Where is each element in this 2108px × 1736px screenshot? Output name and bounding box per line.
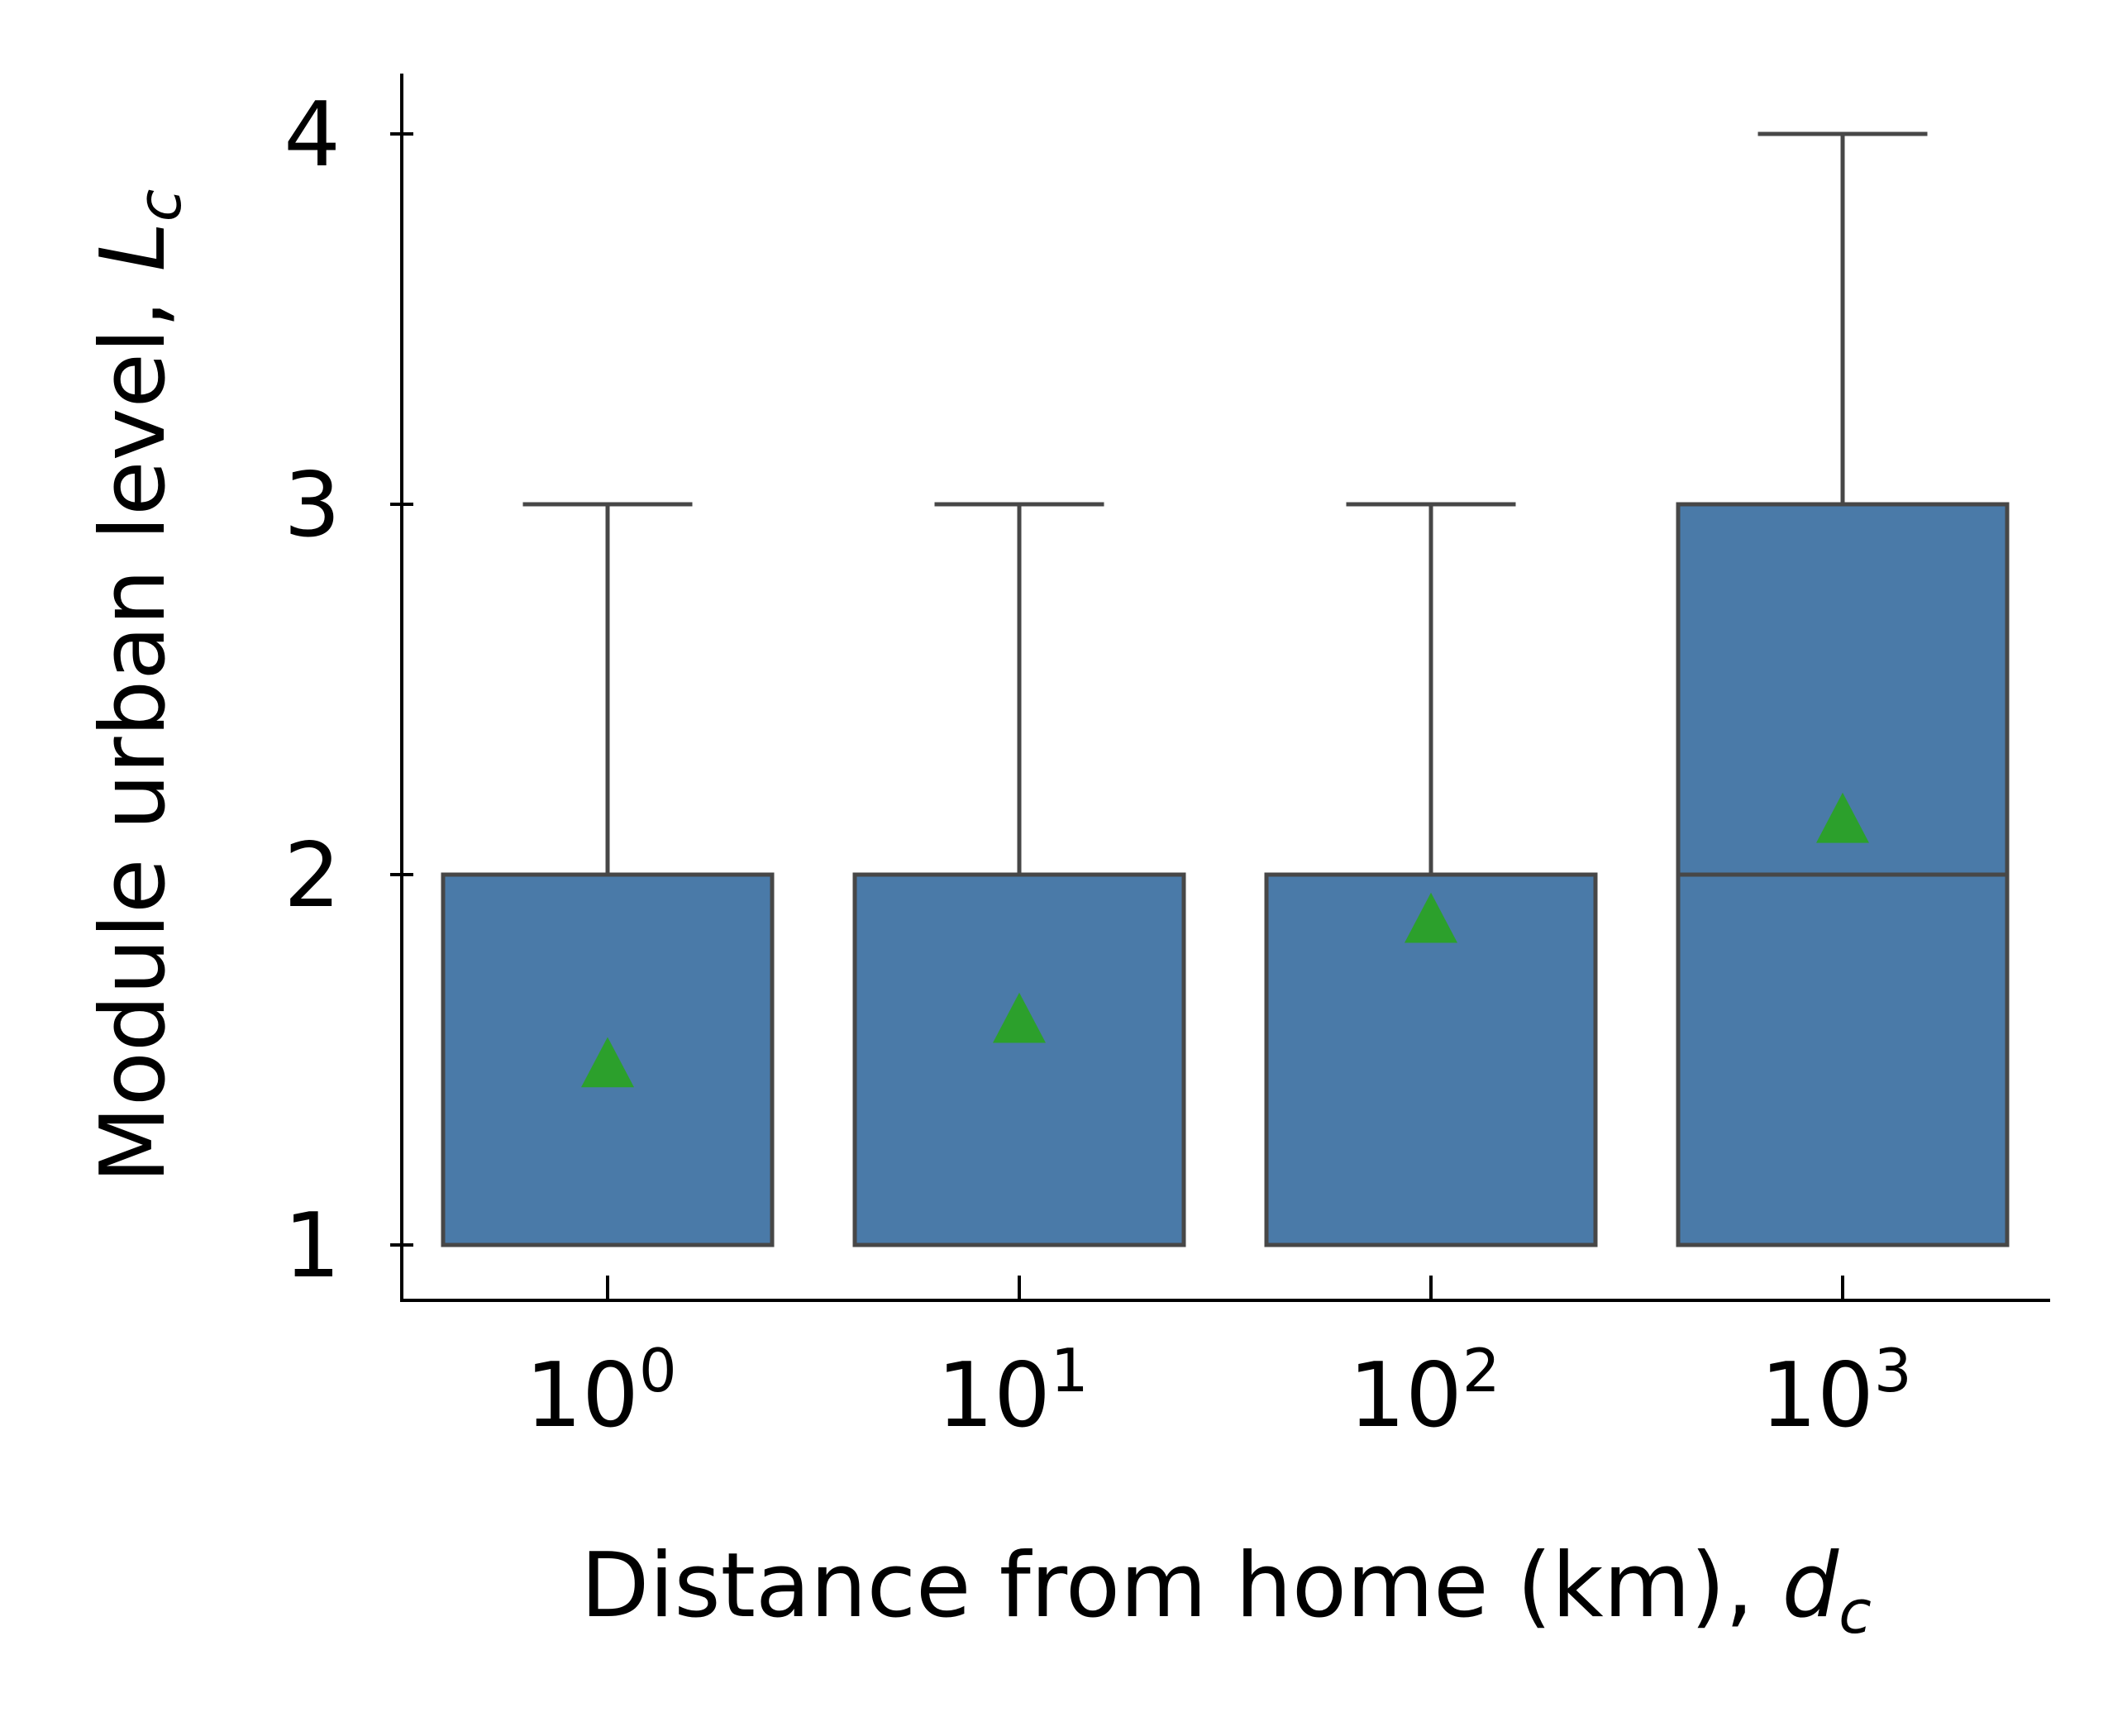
y-tick-label-0: 1 bbox=[284, 1195, 341, 1298]
x-tick-label-3: 103 bbox=[1760, 1336, 1911, 1447]
y-ticks: 1 2 3 4 bbox=[284, 83, 413, 1298]
box-group-2 bbox=[1264, 502, 1598, 1247]
axes-layer bbox=[400, 74, 2050, 1302]
box-group-3 bbox=[1676, 131, 2010, 1247]
y-axis-label: Module urban level, Lc bbox=[82, 189, 194, 1184]
box-group-1 bbox=[852, 502, 1186, 1247]
x-tick-label-2: 102 bbox=[1348, 1336, 1500, 1447]
mean-marker-3 bbox=[1816, 792, 1869, 843]
mean-marker-0 bbox=[581, 1037, 634, 1088]
x-axis-label: Distance from home (km), dc bbox=[580, 1534, 1872, 1647]
y-tick-label-1: 2 bbox=[284, 824, 341, 928]
mean-marker-2 bbox=[1405, 892, 1457, 943]
boxes-layer bbox=[441, 131, 2010, 1247]
x-tick-label-1: 101 bbox=[937, 1336, 1088, 1447]
x-ticks: 100 101 102 103 bbox=[525, 1276, 1912, 1447]
box-1 bbox=[852, 872, 1186, 1247]
y-tick-label-2: 3 bbox=[284, 454, 341, 557]
x-tick-label-0: 100 bbox=[525, 1336, 676, 1447]
box-group-0 bbox=[441, 502, 775, 1247]
y-tick-label-3: 4 bbox=[284, 83, 341, 187]
mean-marker-1 bbox=[993, 992, 1046, 1043]
